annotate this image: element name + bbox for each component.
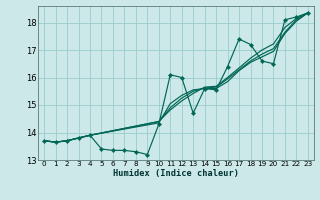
X-axis label: Humidex (Indice chaleur): Humidex (Indice chaleur)	[113, 169, 239, 178]
